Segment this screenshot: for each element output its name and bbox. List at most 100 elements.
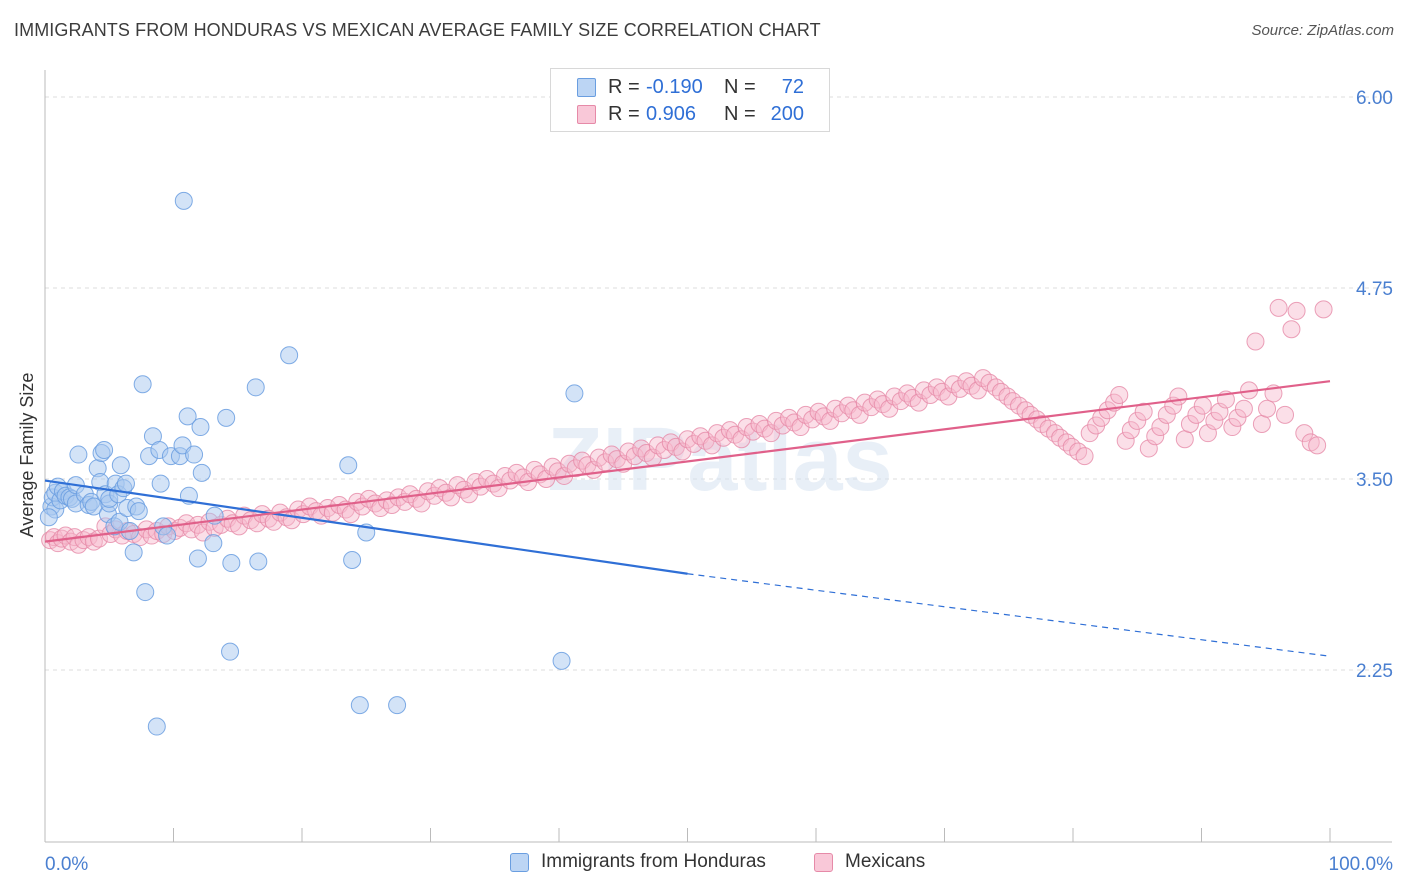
honduras-point [178, 407, 197, 426]
mexicans-point [1075, 447, 1094, 466]
legend-r-label: R = [608, 75, 640, 98]
chart-title: IMMIGRANTS FROM HONDURAS VS MEXICAN AVER… [14, 20, 821, 40]
honduras-point [191, 418, 210, 437]
honduras-point [339, 456, 358, 475]
mexicans-point [1258, 399, 1277, 418]
mexicans-point [1146, 427, 1165, 446]
honduras-point [249, 552, 268, 571]
chart-source: Source: ZipAtlas.com [1251, 22, 1394, 39]
bottom-legend-label: Immigrants from Honduras [541, 851, 766, 872]
x-tick-label: 0.0% [45, 854, 88, 875]
legend-row-blue: R = -0.190 N = 72 [577, 75, 804, 98]
honduras-point [246, 378, 265, 397]
honduras-point [129, 502, 148, 521]
mexicans-point [84, 532, 103, 551]
honduras-point [388, 696, 407, 715]
mexicans-point [1252, 414, 1271, 433]
mexicans-point [862, 398, 881, 417]
mexicans-point [182, 520, 201, 539]
mexicans-point [1110, 385, 1129, 404]
mexicans-point [714, 428, 733, 447]
mexicans-trend-line [44, 380, 1331, 543]
mexicans-point [1193, 396, 1212, 415]
mexicans-point [1308, 436, 1327, 455]
mexicans-point [832, 404, 851, 423]
honduras-point [280, 346, 299, 365]
mexicans-point [1157, 405, 1176, 424]
mexicans-point [1121, 421, 1140, 440]
bottom-legend-item-honduras: Immigrants from Honduras [510, 851, 766, 873]
bottom-legend-swatch-blue [510, 852, 529, 872]
honduras-point [565, 384, 584, 403]
mexicans-point [566, 459, 585, 478]
y-tick-label: 4.75 [1356, 279, 1393, 300]
mexicans-point [1116, 431, 1135, 450]
mexicans-point [950, 379, 969, 398]
mexicans-point [1276, 405, 1295, 424]
legend-r-label: R = [608, 102, 640, 125]
mexicans-point [921, 385, 940, 404]
mexicans-point [773, 416, 792, 435]
honduras-trend-extension [687, 573, 1331, 657]
mexicans-point [1223, 418, 1242, 437]
honduras-point [188, 549, 207, 568]
mexicans-point [1287, 301, 1306, 320]
honduras-point [111, 456, 130, 475]
honduras-point [221, 642, 240, 661]
bottom-legend-swatch-pink [814, 852, 833, 872]
honduras-point [39, 508, 58, 527]
y-tick-label: 3.50 [1356, 470, 1393, 491]
mexicans-point [803, 410, 822, 429]
legend-n-value: 72 [781, 75, 804, 98]
legend-n-label: N = [724, 102, 756, 125]
x-tick-labels: 0.0% 100.0% [45, 854, 1393, 875]
mexicans-point [1295, 424, 1314, 443]
legend-swatch-blue [577, 77, 596, 97]
mexicans-point [1003, 392, 1022, 411]
legend-row-pink: R = 0.906 N = 200 [577, 102, 804, 125]
mexicans-point [1128, 411, 1147, 430]
bottom-legend-label: Mexicans [845, 851, 926, 872]
honduras-point [151, 474, 170, 493]
mexicans-point [655, 440, 674, 459]
honduras-point [174, 191, 193, 210]
honduras-point [222, 554, 241, 573]
mexicans-point [1169, 387, 1188, 406]
mexicans-point [1180, 414, 1199, 433]
honduras-point [217, 408, 236, 427]
mexicans-point [1228, 408, 1247, 427]
mexicans-point [1234, 399, 1253, 418]
y-tick-label: 2.25 [1356, 661, 1393, 682]
honduras-point [124, 543, 143, 562]
honduras-point [116, 474, 135, 493]
honduras-point [136, 583, 155, 602]
legend-r-value: -0.190 [646, 75, 703, 98]
honduras-point [204, 534, 223, 553]
mexicans-point [1033, 414, 1052, 433]
mexicans-point [1282, 320, 1301, 339]
grid-lines [45, 96, 1392, 671]
honduras-point [69, 445, 88, 464]
legend-n-value: 200 [770, 102, 804, 125]
honduras-point [343, 550, 362, 569]
mexicans-point [1187, 405, 1206, 424]
mexicans-point [1314, 300, 1333, 319]
mexicans-point [1246, 332, 1265, 351]
bottom-legend: Immigrants from Honduras Mexicans [0, 851, 1406, 877]
x-tick-label: 100.0% [1329, 854, 1394, 875]
legend-box: R = -0.190 N = 72 R = 0.906 N = 200 [550, 68, 830, 132]
honduras-point [350, 696, 369, 715]
honduras-point [192, 463, 211, 482]
mexicans-point [1175, 430, 1194, 449]
series-mexicans [41, 298, 1333, 554]
y-tick-labels: 2.25 3.50 4.75 6.00 [1356, 88, 1393, 682]
mexicans-point [625, 447, 644, 466]
legend-n-label: N = [724, 75, 756, 98]
mexicans-point [974, 369, 993, 388]
y-tick-label: 6.00 [1356, 88, 1393, 109]
mexicans-point [744, 422, 763, 441]
axes [44, 70, 1392, 843]
honduras-point [133, 375, 152, 394]
legend-r-value: 0.906 [646, 102, 697, 125]
mexicans-point [1080, 424, 1099, 443]
